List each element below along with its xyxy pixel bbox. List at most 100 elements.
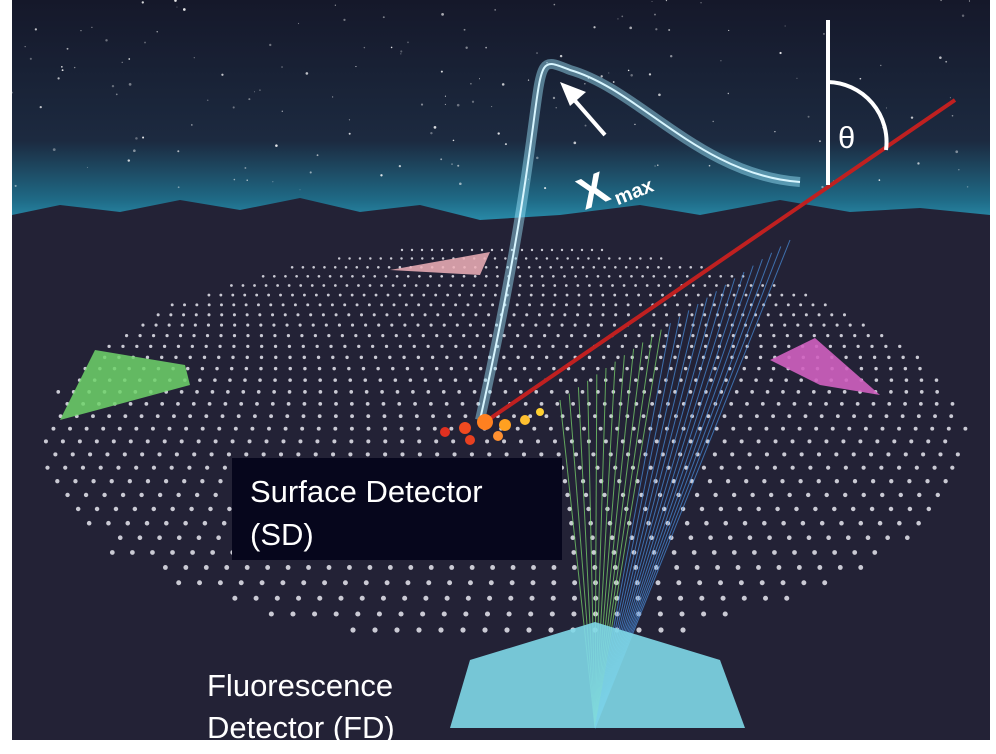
station bbox=[328, 274, 332, 278]
station bbox=[764, 426, 769, 431]
station bbox=[861, 492, 866, 498]
station bbox=[205, 333, 210, 338]
station bbox=[570, 535, 576, 541]
station bbox=[756, 323, 761, 327]
station bbox=[949, 414, 954, 419]
station bbox=[151, 465, 157, 470]
station bbox=[773, 344, 777, 349]
station bbox=[414, 414, 419, 419]
station bbox=[285, 414, 290, 419]
station bbox=[487, 595, 493, 601]
station bbox=[835, 414, 840, 419]
station bbox=[565, 390, 569, 394]
station bbox=[290, 265, 294, 269]
star bbox=[86, 166, 89, 168]
station bbox=[804, 313, 808, 317]
station bbox=[843, 492, 848, 498]
station bbox=[244, 366, 249, 371]
station bbox=[306, 565, 311, 570]
station bbox=[549, 611, 555, 617]
station bbox=[149, 344, 153, 349]
station bbox=[580, 248, 584, 252]
station bbox=[344, 265, 348, 269]
station bbox=[761, 284, 765, 287]
station bbox=[870, 479, 876, 484]
station bbox=[434, 293, 438, 297]
star bbox=[796, 77, 798, 79]
station bbox=[362, 293, 366, 297]
station bbox=[399, 426, 404, 431]
station bbox=[526, 627, 532, 633]
station bbox=[879, 465, 884, 470]
station bbox=[669, 366, 673, 371]
station bbox=[756, 506, 761, 512]
station bbox=[583, 492, 589, 498]
star bbox=[727, 92, 730, 95]
station bbox=[559, 355, 563, 360]
station bbox=[523, 402, 528, 406]
station bbox=[826, 333, 830, 338]
station bbox=[577, 465, 582, 470]
station bbox=[367, 333, 371, 338]
star bbox=[128, 83, 132, 86]
station bbox=[246, 333, 250, 338]
station bbox=[474, 313, 478, 317]
star bbox=[485, 46, 487, 49]
station bbox=[603, 439, 608, 444]
station bbox=[955, 452, 960, 457]
star bbox=[728, 29, 730, 32]
shower-core bbox=[479, 62, 801, 421]
station bbox=[874, 366, 878, 371]
station bbox=[901, 355, 905, 360]
station bbox=[645, 284, 649, 287]
station bbox=[656, 595, 662, 601]
station bbox=[391, 366, 395, 371]
station bbox=[205, 465, 210, 470]
station bbox=[576, 313, 580, 317]
station bbox=[579, 344, 583, 349]
station bbox=[359, 595, 365, 601]
station bbox=[625, 366, 629, 371]
station bbox=[704, 333, 709, 338]
station bbox=[167, 323, 171, 327]
station bbox=[426, 284, 430, 287]
station bbox=[63, 465, 68, 470]
station bbox=[495, 265, 499, 269]
station bbox=[442, 323, 446, 327]
station bbox=[380, 284, 383, 287]
station bbox=[586, 323, 590, 327]
station bbox=[359, 355, 364, 360]
station bbox=[418, 274, 421, 278]
station bbox=[637, 439, 642, 444]
star bbox=[654, 165, 656, 167]
fd-site-right bbox=[770, 338, 880, 395]
station bbox=[468, 323, 472, 327]
station bbox=[91, 479, 96, 484]
station bbox=[481, 344, 486, 349]
station bbox=[715, 565, 720, 570]
star bbox=[463, 28, 466, 31]
station bbox=[423, 378, 428, 382]
station bbox=[293, 303, 297, 307]
station bbox=[817, 565, 823, 570]
station bbox=[701, 465, 707, 470]
station bbox=[843, 465, 848, 470]
station bbox=[366, 265, 369, 269]
station bbox=[626, 313, 630, 317]
station bbox=[259, 366, 263, 371]
station bbox=[513, 378, 518, 382]
station bbox=[276, 284, 279, 287]
station bbox=[284, 274, 287, 278]
station bbox=[209, 452, 214, 457]
station bbox=[338, 595, 344, 601]
station bbox=[565, 426, 570, 431]
station bbox=[599, 284, 603, 287]
station bbox=[428, 402, 433, 406]
station bbox=[174, 452, 179, 457]
station bbox=[313, 452, 318, 457]
station bbox=[534, 390, 539, 394]
station bbox=[450, 248, 454, 252]
star bbox=[259, 89, 261, 91]
station bbox=[745, 402, 749, 406]
star bbox=[821, 185, 824, 189]
